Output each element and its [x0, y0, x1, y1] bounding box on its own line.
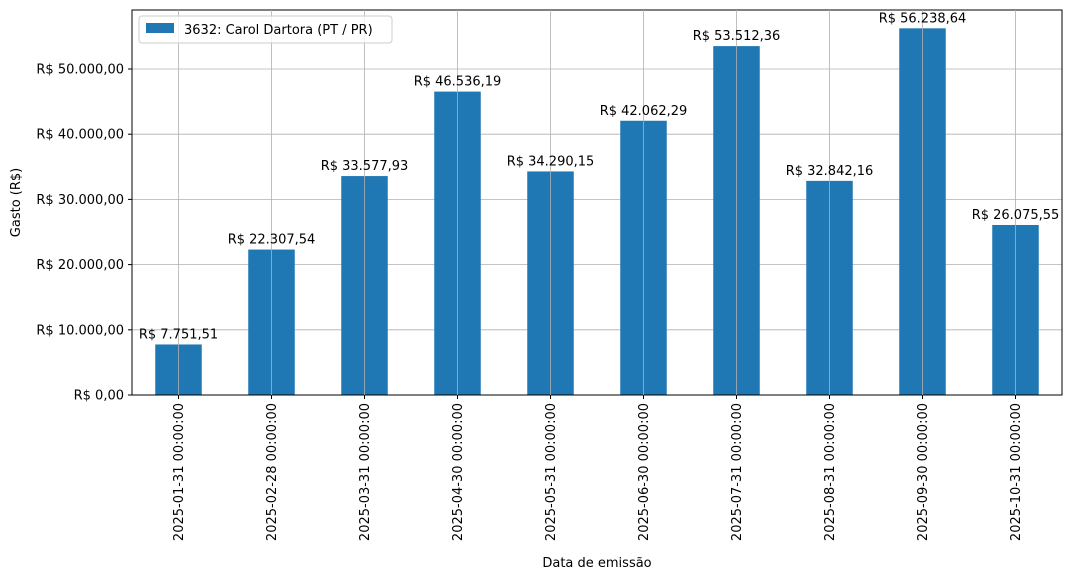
- legend-box: [138, 15, 393, 44]
- x-tick-label: 2025-10-31 00:00:00: [1009, 403, 1024, 541]
- data-label: R$ 46.536,19: [414, 75, 502, 90]
- x-tick-label: 2025-06-30 00:00:00: [637, 403, 652, 541]
- data-label: R$ 56.238,64: [879, 11, 967, 26]
- x-tick-label: 2025-08-31 00:00:00: [823, 403, 838, 541]
- legend-label: 3632: Carol Dartora (PT / PR): [184, 23, 373, 38]
- bars: [155, 28, 1039, 396]
- x-tick-label: 2025-05-31 00:00:00: [544, 403, 559, 541]
- y-tick-label: R$ 20.000,00: [36, 258, 124, 273]
- y-tick-label: R$ 30.000,00: [36, 193, 124, 208]
- x-axis: 2025-01-31 00:00:00 2025-02-28 00:00:00 20…: [172, 395, 1024, 541]
- data-label: R$ 7.751,51: [139, 327, 218, 342]
- x-tick-label: 2025-02-28 00:00:00: [265, 403, 280, 541]
- x-tick-label: 2025-07-31 00:00:00: [730, 403, 745, 541]
- plot-frame: [131, 9, 1063, 396]
- x-tick-label: 2025-03-31 00:00:00: [358, 403, 373, 541]
- x-tick-label: 2025-04-30 00:00:00: [451, 403, 466, 541]
- x-tick-label: 2025-09-30 00:00:00: [916, 403, 931, 541]
- data-label: R$ 42.062,29: [600, 104, 688, 119]
- x-axis-label: Data de emissão: [542, 556, 651, 571]
- y-tick-label: R$ 50.000,00: [36, 63, 124, 78]
- y-axis: R$ 0,00 R$ 10.000,00 R$ 20.000,00 R$ 30.000…: [36, 63, 132, 404]
- data-label: R$ 53.512,36: [693, 29, 781, 44]
- legend: 3632: Carol Dartora (PT / PR): [138, 15, 393, 44]
- data-label: R$ 26.075,55: [972, 208, 1060, 223]
- y-axis-label: Gasto (R$): [9, 168, 24, 237]
- data-labels: R$ 7.751,51 R$ 22.307,54 R$ 33.577,93 R$ 46…: [139, 10, 1059, 395]
- data-label: R$ 32.842,16: [786, 164, 874, 179]
- data-label: R$ 22.307,54: [228, 233, 316, 248]
- y-tick-label: R$ 40.000,00: [36, 128, 124, 143]
- x-tick-label: 2025-01-31 00:00:00: [172, 403, 187, 541]
- legend-swatch: [146, 23, 174, 33]
- data-label: R$ 34.290,15: [507, 154, 595, 169]
- data-label: R$ 33.577,93: [321, 159, 409, 174]
- y-tick-label: R$ 0,00: [74, 389, 124, 404]
- y-tick-label: R$ 10.000,00: [36, 323, 124, 338]
